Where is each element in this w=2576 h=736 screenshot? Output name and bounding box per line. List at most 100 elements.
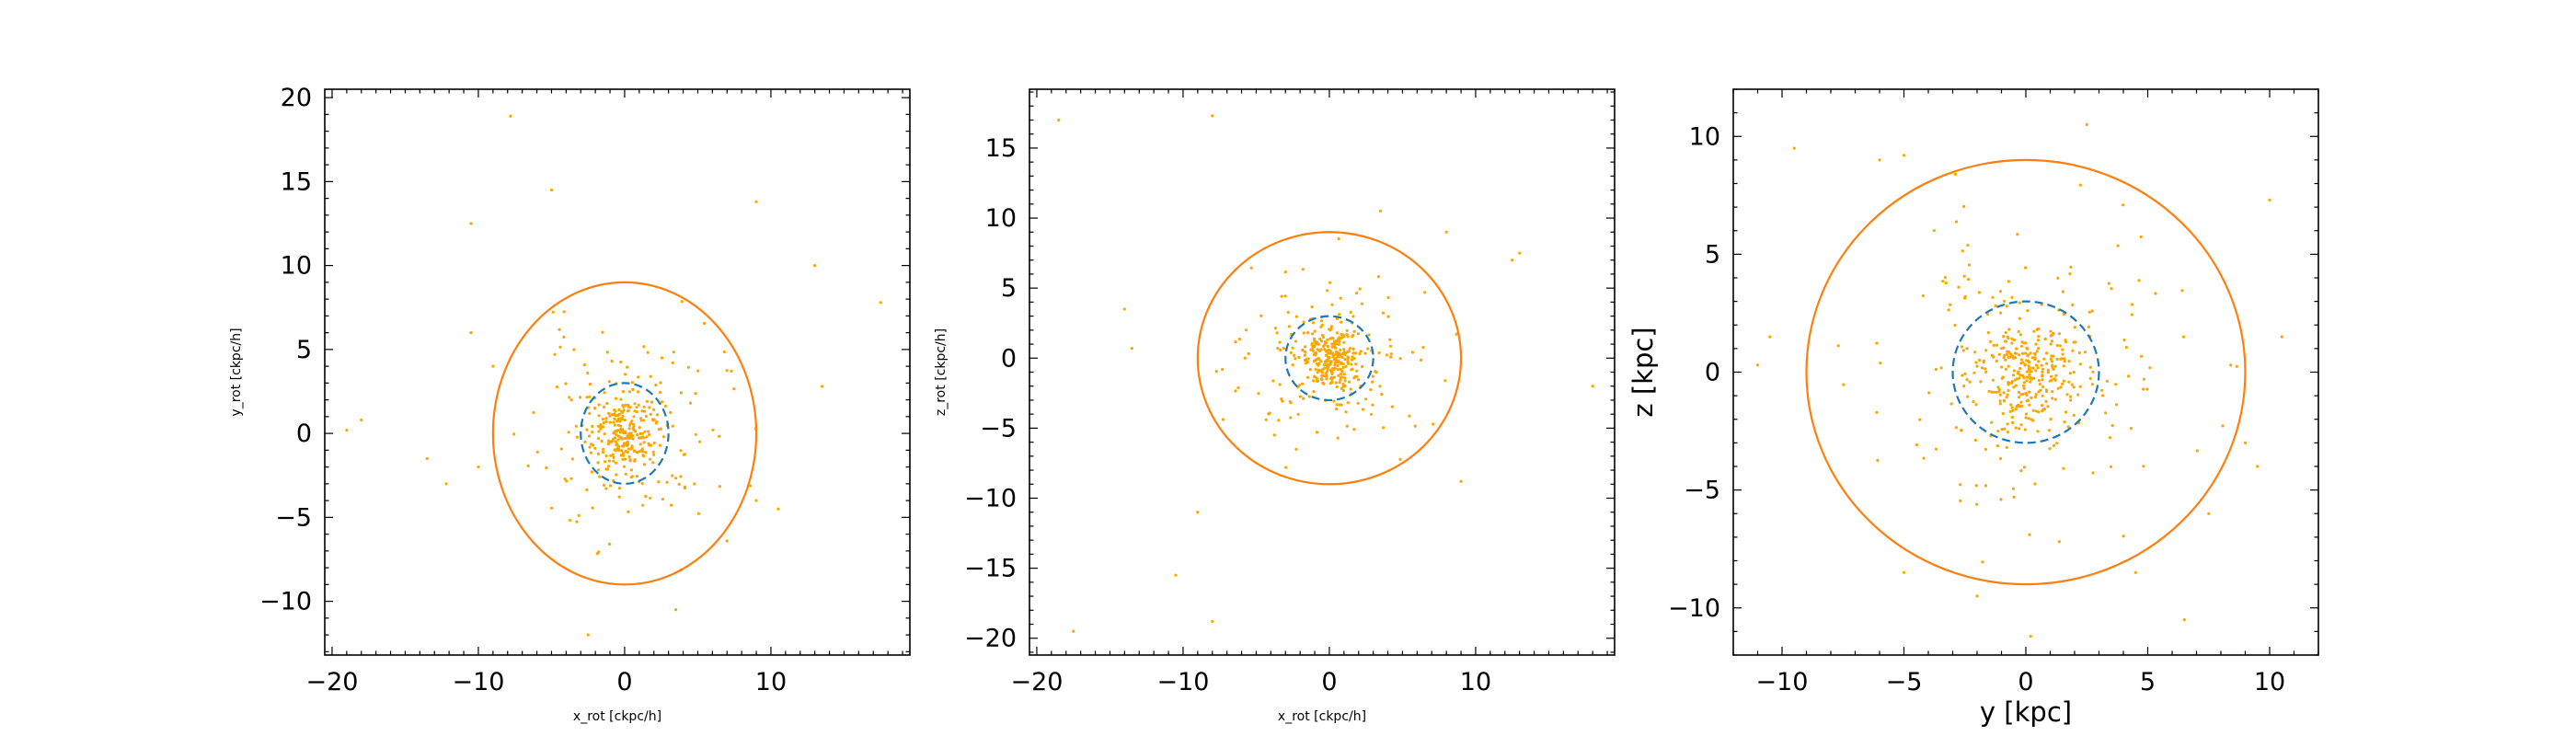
data-point <box>1334 350 1338 353</box>
data-point <box>1998 399 2002 403</box>
data-point <box>1282 347 1285 351</box>
data-point <box>602 483 606 488</box>
data-point <box>2256 465 2260 468</box>
data-point <box>616 417 621 420</box>
data-point <box>2071 303 2075 306</box>
data-point <box>1351 355 1354 359</box>
data-point <box>630 444 634 448</box>
data-point <box>2009 352 2013 356</box>
data-point <box>1340 332 1343 337</box>
data-point <box>1329 325 1333 328</box>
data-point <box>1335 361 1339 364</box>
data-point <box>1341 388 1346 393</box>
data-point <box>2061 357 2064 361</box>
data-point <box>444 482 448 486</box>
data-point <box>2145 387 2149 391</box>
data-point <box>1972 371 1976 374</box>
data-point <box>638 443 642 446</box>
data-point <box>2018 366 2022 371</box>
data-point <box>2027 417 2030 420</box>
data-point <box>659 427 662 431</box>
data-point <box>1323 339 1327 343</box>
ticks <box>1732 88 2319 656</box>
data-point <box>2052 367 2055 371</box>
data-point <box>2088 365 2092 369</box>
x-tick-label: −10 <box>1156 668 1209 696</box>
data-point <box>1328 382 1332 385</box>
data-point <box>679 449 683 453</box>
data-point <box>604 460 607 464</box>
data-point <box>1316 379 1319 383</box>
data-point <box>2101 394 2105 397</box>
data-point <box>621 414 625 418</box>
data-point <box>1297 355 1301 359</box>
data-point <box>1325 377 1328 381</box>
data-point <box>2018 374 2022 377</box>
data-point <box>1355 369 1359 373</box>
data-point <box>1312 353 1317 357</box>
data-point <box>2062 312 2065 316</box>
data-point <box>642 463 647 466</box>
data-point <box>1244 328 1248 332</box>
data-point <box>1336 363 1340 367</box>
data-point <box>2059 385 2063 389</box>
data-point <box>512 432 516 436</box>
data-point <box>1943 276 1947 280</box>
data-point <box>725 369 729 373</box>
data-point <box>1380 393 1384 397</box>
data-point <box>1319 319 1324 323</box>
data-point <box>640 482 644 486</box>
data-point <box>2010 341 2014 345</box>
data-point <box>2078 385 2082 388</box>
data-point <box>1338 381 1341 385</box>
data-point <box>2013 351 2017 355</box>
data-point <box>1328 328 1331 331</box>
data-point <box>2071 349 2075 352</box>
data-point <box>2035 350 2039 353</box>
data-point <box>616 448 621 452</box>
data-point <box>2004 339 2007 343</box>
data-point <box>611 439 615 443</box>
data-point <box>1294 357 1297 361</box>
data-point <box>1332 399 1336 403</box>
data-point <box>1997 389 2001 394</box>
data-point <box>2031 408 2035 412</box>
inner-circle <box>580 382 670 485</box>
data-point <box>2067 360 2071 363</box>
data-point <box>2041 409 2044 413</box>
data-point <box>658 390 662 395</box>
data-point <box>1346 401 1350 405</box>
data-point <box>591 506 594 510</box>
data-point <box>1995 359 1998 363</box>
data-point <box>1987 389 1991 393</box>
y-tick-label: −15 <box>964 555 1017 583</box>
data-point <box>1421 346 1425 350</box>
data-point <box>1974 361 1978 364</box>
data-point <box>616 434 620 438</box>
data-point <box>1921 293 1925 298</box>
data-point <box>2029 634 2032 638</box>
data-point <box>1315 340 1318 344</box>
data-point <box>1367 333 1371 337</box>
data-point <box>1371 403 1374 407</box>
data-point <box>1980 366 1984 370</box>
data-point <box>1340 361 1343 364</box>
data-point <box>1355 292 1359 295</box>
data-point <box>1234 340 1237 344</box>
data-point <box>677 482 681 487</box>
data-point <box>655 420 659 424</box>
data-point <box>1959 483 1962 487</box>
data-point <box>603 391 606 395</box>
data-point <box>2042 408 2047 411</box>
data-point <box>626 365 629 369</box>
data-point <box>616 429 620 432</box>
data-point <box>2024 351 2028 355</box>
data-point <box>607 380 611 384</box>
data-point <box>2049 329 2053 333</box>
x-tick-label: −20 <box>305 668 358 696</box>
data-point <box>2027 364 2030 368</box>
data-point <box>2124 346 2128 350</box>
data-point <box>1962 274 1966 278</box>
data-point <box>2025 370 2029 374</box>
data-point <box>2268 198 2271 201</box>
